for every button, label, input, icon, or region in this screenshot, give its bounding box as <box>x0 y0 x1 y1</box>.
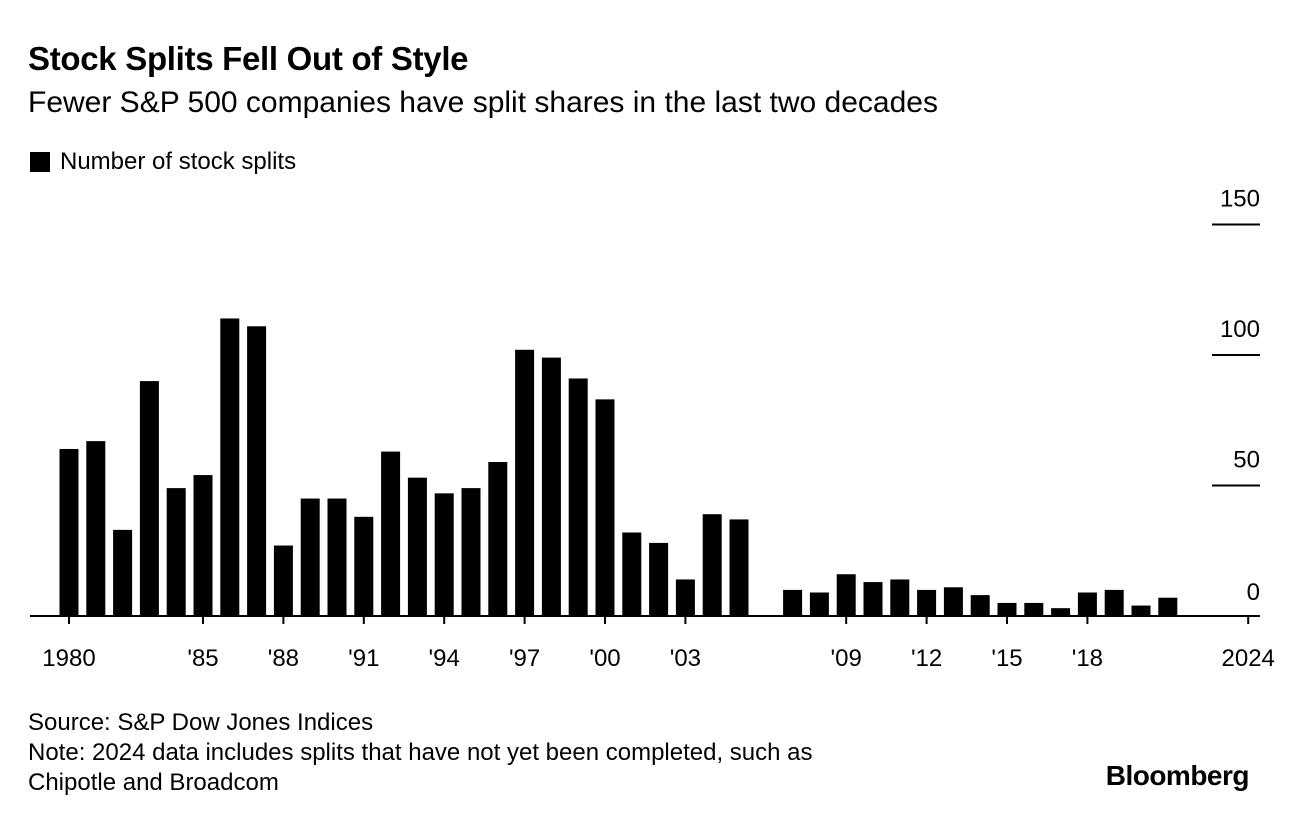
bar-2019 <box>1104 589 1124 616</box>
bar-2007 <box>783 589 803 616</box>
bar-2010 <box>863 582 883 616</box>
bar-2013 <box>943 587 963 616</box>
bar-1981 <box>86 441 106 616</box>
x-tick-label-2015: '15 <box>991 645 1022 672</box>
bar-2008 <box>809 592 829 616</box>
y-tick-label-100: 100 <box>1220 316 1260 343</box>
x-tick-label-1991: '91 <box>348 645 379 672</box>
bar-2000 <box>595 399 615 616</box>
bloomberg-logo: Bloomberg <box>1105 760 1250 791</box>
bar-2020 <box>1131 605 1151 616</box>
x-tick-label-1985: '85 <box>187 645 218 672</box>
bar-1992 <box>381 451 401 616</box>
y-tick-label-150: 150 <box>1220 186 1260 213</box>
bar-2021 <box>1158 597 1178 616</box>
legend-label: Number of stock splits <box>60 148 297 175</box>
bar-2012 <box>917 589 937 616</box>
x-tick-label-2009: '09 <box>831 645 862 672</box>
bar-1986 <box>220 318 240 616</box>
source-note: Source: S&P Dow Jones Indices <box>28 709 374 736</box>
x-tick-label-2018: '18 <box>1072 645 1103 672</box>
bar-1998 <box>541 357 561 616</box>
bar-1985 <box>193 475 213 616</box>
bar-2001 <box>622 532 642 616</box>
bar-2018 <box>1077 592 1097 616</box>
x-tick-label-1997: '97 <box>509 645 540 672</box>
x-tick-label-1980: 1980 <box>42 645 95 672</box>
bar-2017 <box>1051 608 1071 616</box>
x-tick-label-1994: '94 <box>429 645 460 672</box>
footnote-line-2: Chipotle and Broadcom <box>28 769 279 796</box>
bar-1997 <box>515 349 535 616</box>
bar-1989 <box>300 498 320 616</box>
bar-1982 <box>113 529 133 616</box>
bar-2002 <box>649 542 669 616</box>
bar-1996 <box>488 462 508 616</box>
legend: Number of stock splits <box>30 148 296 176</box>
y-tick-label-0: 0 <box>1247 579 1260 606</box>
bar-1980 <box>59 448 79 616</box>
bar-1983 <box>139 381 159 616</box>
bar-1988 <box>273 545 293 616</box>
x-tick-label-2000: '00 <box>589 645 620 672</box>
bar-2011 <box>890 579 910 616</box>
bar-2015 <box>997 602 1017 616</box>
footnote-line-1: Note: 2024 data includes splits that hav… <box>28 739 813 766</box>
chart-subtitle: Fewer S&P 500 companies have split share… <box>28 86 938 119</box>
bar-2009 <box>836 574 856 616</box>
bar-2005 <box>729 519 749 616</box>
footer: Source: S&P Dow Jones Indices Note: 2024… <box>28 708 1028 798</box>
bar-1993 <box>407 477 427 616</box>
x-tick-label-2003: '03 <box>670 645 701 672</box>
bar-1994 <box>434 493 454 616</box>
bar-1995 <box>461 488 481 616</box>
bar-2014 <box>970 595 990 616</box>
x-tick-label-2024: 2024 <box>1222 645 1275 672</box>
bar-1999 <box>568 378 588 616</box>
bar-1990 <box>327 498 347 616</box>
bar-chart: 0 50 100 150 1980 '85 '88 '91 '94 '97 '00 '03 '09 '12… <box>30 186 1275 672</box>
y-tick-label-50: 50 <box>1233 447 1260 474</box>
bar-1984 <box>166 488 186 616</box>
legend-swatch <box>30 152 50 172</box>
bar-2003 <box>675 579 695 616</box>
chart-title: Stock Splits Fell Out of Style <box>28 40 469 77</box>
x-tick-label-2012: '12 <box>911 645 942 672</box>
bar-1987 <box>247 326 267 616</box>
bar-2004 <box>702 514 722 616</box>
x-tick-label-1988: '88 <box>268 645 299 672</box>
bar-1991 <box>354 516 374 616</box>
bar-2016 <box>1024 602 1044 616</box>
